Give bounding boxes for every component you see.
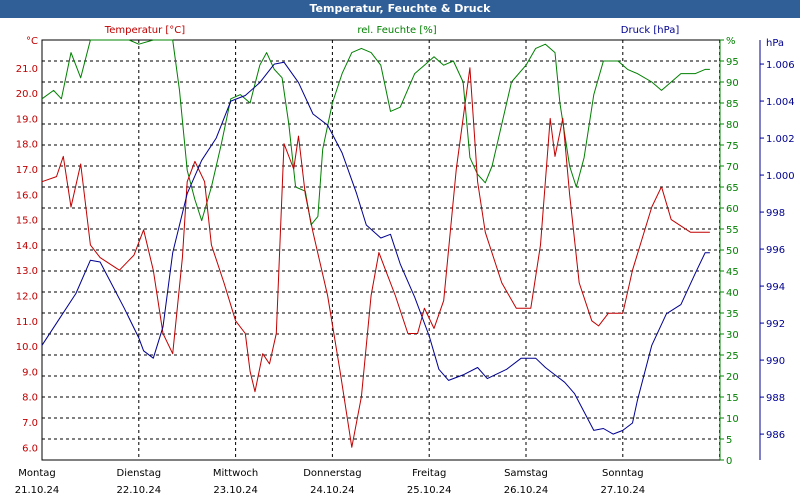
temperature-tick: 9.0 [22,367,38,378]
humidity-tick: 95 [726,57,739,68]
humidity-series-line [41,39,710,226]
humidity-tick: 10 [726,414,739,425]
temperature-unit-label: °C [26,36,38,47]
x-date-label: 23.10.24 [213,485,258,496]
pressure-tick: 994 [766,282,785,293]
temperature-tick: 19.0 [16,114,38,125]
humidity-tick: 35 [726,309,739,320]
weather-chart: °C 6.0 7.0 8.0 9.0 10.0 11.0 12.0 13.0 14.0 15.0 16… [15,25,795,496]
pressure-tick: 988 [766,393,785,404]
pressure-tick: 1.000 [766,171,795,182]
temperature-tick: 20.0 [16,89,38,100]
temperature-tick: 16.0 [16,190,38,201]
x-date-label: 26.10.24 [504,485,549,496]
humidity-tick: 30 [726,330,739,341]
humidity-tick: 75 [726,141,739,152]
x-date-label: 27.10.24 [601,485,646,496]
temperature-tick: 7.0 [22,418,38,429]
humidity-tick: 5 [726,435,732,446]
x-day-label: Samstag [504,468,548,479]
chart-title: Temperatur, Feuchte & Druck [309,2,491,15]
pressure-unit-label: hPa [766,38,784,49]
humidity-tick: 90 [726,78,739,89]
temperature-series-line [41,67,710,448]
x-day-label: Sonntag [602,468,644,479]
temperature-tick: 11.0 [16,317,38,328]
temperature-tick: 17.0 [16,165,38,176]
x-date-label: 25.10.24 [407,485,452,496]
temperature-tick: 10.0 [16,342,38,353]
humidity-tick: 85 [726,99,739,110]
pressure-tick: 1.006 [766,60,795,71]
temperature-tick: 14.0 [16,241,38,252]
pressure-tick: 1.004 [766,97,795,108]
x-day-label: Dienstag [117,468,162,479]
title-bar: Temperatur, Feuchte & Druck [0,0,800,18]
pressure-tick: 986 [766,430,785,441]
x-date-label: 22.10.24 [117,485,162,496]
x-day-label: Mittwoch [213,468,258,479]
temperature-tick: 13.0 [16,266,38,277]
temperature-tick: 15.0 [16,216,38,227]
pressure-tick: 998 [766,208,785,219]
x-day-label: Donnerstag [303,468,361,479]
pressure-tick: 990 [766,356,785,367]
humidity-axis-title: rel. Feuchte [%] [357,25,436,36]
temperature-tick: 6.0 [22,443,38,454]
pressure-tick: 1.002 [766,134,795,145]
pressure-axis-title: Druck [hPa] [621,25,680,36]
x-day-label: Montag [18,468,55,479]
humidity-tick: 45 [726,267,739,278]
pressure-series-line [41,61,710,435]
x-day-label: Freitag [412,468,446,479]
x-date-label: 21.10.24 [15,485,60,496]
humidity-tick: 80 [726,120,739,131]
humidity-tick: 25 [726,351,739,362]
temperature-tick: 18.0 [16,140,38,151]
temperature-axis-title: Temperatur [°C] [104,25,185,36]
x-date-label: 24.10.24 [310,485,355,496]
humidity-tick: 65 [726,183,739,194]
temperature-tick: 12.0 [16,292,38,303]
humidity-tick: 0 [726,456,732,467]
humidity-tick: 20 [726,372,739,383]
humidity-tick: 55 [726,225,739,236]
humidity-tick: 15 [726,393,739,404]
temperature-tick: 21.0 [16,64,38,75]
pressure-tick: 996 [766,245,785,256]
temperature-tick: 8.0 [22,393,38,404]
humidity-tick: 40 [726,288,739,299]
humidity-tick: 50 [726,246,739,257]
humidity-tick: 70 [726,162,739,173]
humidity-tick: % [726,36,736,47]
humidity-tick: 60 [726,204,739,215]
pressure-tick: 992 [766,319,785,330]
chart-panel: °C 6.0 7.0 8.0 9.0 10.0 11.0 12.0 13.0 14.0 15.0 16… [0,18,800,500]
